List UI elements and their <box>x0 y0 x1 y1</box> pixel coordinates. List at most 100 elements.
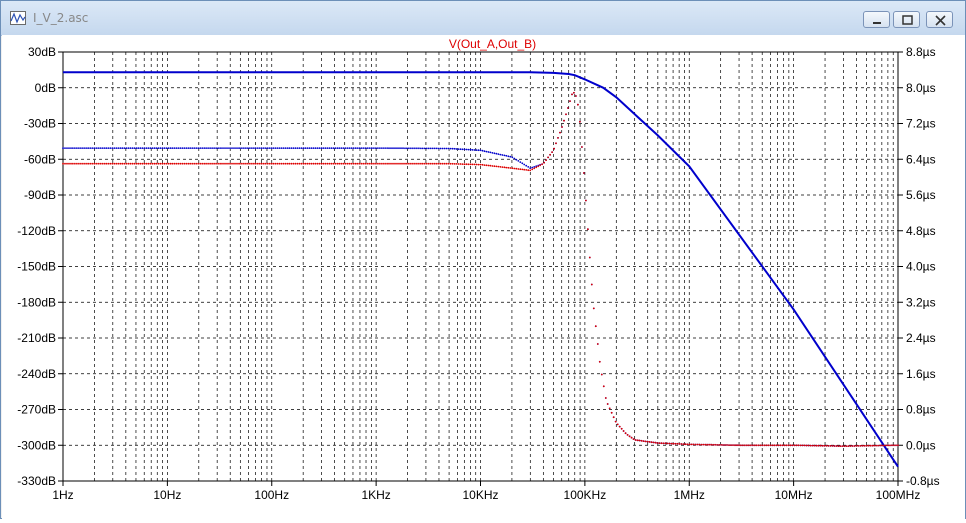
series-2-point <box>183 162 186 165</box>
series-2-point <box>211 162 214 165</box>
maximize-button[interactable] <box>893 11 920 28</box>
series-2-point <box>153 162 156 165</box>
series-2-point <box>125 162 128 165</box>
series-2-point <box>553 147 555 150</box>
series-2-point <box>366 162 369 165</box>
series-2-point <box>573 91 575 94</box>
series-2-point <box>893 444 895 447</box>
series-1-point <box>264 147 267 149</box>
series-2-point <box>318 162 321 165</box>
series-1-point <box>531 166 534 169</box>
series-2-point <box>644 440 647 443</box>
series-2-point <box>517 168 520 170</box>
series-2-point <box>759 444 762 447</box>
series-2-point <box>575 95 577 97</box>
series-1-point <box>429 147 432 150</box>
series-1-point <box>439 147 442 150</box>
series-2-point <box>746 444 748 447</box>
bode-plot[interactable]: 30dB 0dB -30dB -60dB -90dB -120dB -150dB -180dB… <box>2 35 965 519</box>
y-right-tick-label: 7.2µs <box>906 117 936 131</box>
series-2-point <box>481 163 484 166</box>
series-1-point <box>231 147 233 149</box>
series-2-point <box>660 442 663 445</box>
series-2-point <box>354 162 357 165</box>
series-2-point <box>815 444 818 447</box>
series-2-point <box>189 162 192 165</box>
series-1-point <box>515 158 518 161</box>
series-1-point <box>344 147 347 149</box>
series-2-point <box>298 162 301 165</box>
series-1-point <box>378 147 380 149</box>
series-1-point <box>245 147 247 149</box>
close-icon <box>935 15 946 26</box>
series-2-point <box>891 444 893 447</box>
x-tick-label: 1KHz <box>361 488 390 502</box>
series-1-point <box>253 147 255 149</box>
series-2-point <box>396 162 398 165</box>
series-2-point <box>773 444 776 447</box>
series-2-point <box>829 445 832 447</box>
series-2-point <box>342 162 345 165</box>
series-2-point <box>483 164 486 167</box>
series-1-point <box>475 149 478 151</box>
y-left-tick-label: -270dB <box>17 403 56 417</box>
series-2-point <box>443 162 446 165</box>
series-2-point <box>465 163 468 166</box>
y-right-tick-label: 4.0µs <box>906 260 936 274</box>
series-1-point <box>239 147 241 149</box>
series-2-point <box>109 162 112 165</box>
series-2-point <box>294 162 297 165</box>
series-2-point <box>334 162 337 165</box>
series-2-point <box>362 162 365 165</box>
y-right-tick-label: 6.4µs <box>906 152 936 166</box>
series-2-point <box>819 444 822 447</box>
series-2-point <box>423 162 426 165</box>
series-2-point <box>402 162 404 165</box>
series-2-point <box>513 167 516 170</box>
series-2-point <box>418 162 420 165</box>
series-2-point <box>262 162 265 165</box>
series-1-point <box>485 150 488 153</box>
series-1-point <box>356 147 359 149</box>
plot-pane[interactable]: 30dB 0dB -30dB -60dB -90dB -120dB -150dB -180dB… <box>2 35 965 519</box>
series-2-point <box>847 445 850 447</box>
series-1-point <box>155 147 158 149</box>
series-1-point <box>278 147 281 149</box>
series-2-point <box>577 103 579 106</box>
series-2-point <box>507 166 510 169</box>
series-2-point <box>787 444 790 447</box>
series-2-point <box>201 162 204 165</box>
series-1-point <box>227 147 229 149</box>
series-2-point <box>237 162 239 165</box>
series-1-point <box>258 147 261 149</box>
series-2-point <box>539 164 541 167</box>
series-2-point <box>330 162 333 165</box>
series-2-point <box>549 153 551 156</box>
series-1-point <box>68 147 70 149</box>
minimize-button[interactable] <box>863 11 890 28</box>
series-2-point <box>70 162 72 165</box>
series-2-point <box>519 168 522 171</box>
series-1-point <box>82 147 84 149</box>
series-2-point <box>280 162 283 165</box>
series-1-point <box>199 147 202 149</box>
series-2-point <box>87 162 90 165</box>
series-2-point <box>344 162 347 165</box>
series-2-point <box>889 444 891 447</box>
series-2-point <box>716 444 718 446</box>
series-2-point <box>425 162 428 165</box>
series-2-point <box>408 162 410 165</box>
series-2-point <box>233 162 235 165</box>
series-2-point <box>274 162 277 165</box>
title-bar[interactable]: I_V_2.asc <box>1 1 965 36</box>
series-2-point <box>390 162 392 165</box>
series-1-point <box>183 147 186 149</box>
series-1-point <box>302 147 305 149</box>
series-2-point <box>704 443 707 446</box>
series-2-point <box>382 162 384 165</box>
series-2-point <box>229 162 231 165</box>
series-2-point <box>755 444 758 447</box>
close-button[interactable] <box>926 11 953 28</box>
series-1-point <box>147 147 150 149</box>
series-1-point <box>113 147 116 149</box>
